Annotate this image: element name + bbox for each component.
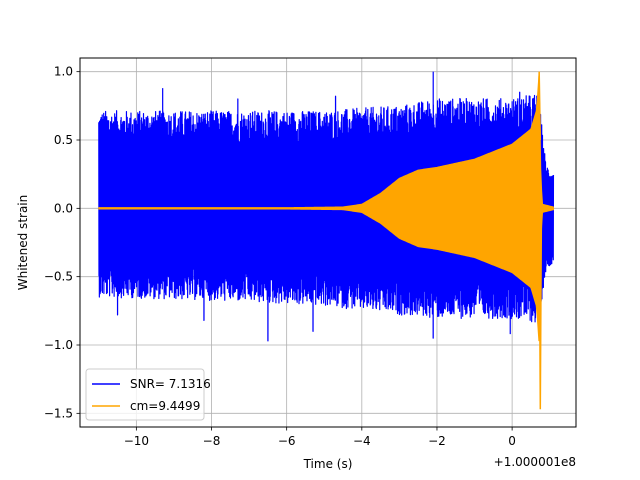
x-axis-label: Time (s) [303,457,353,471]
x-tick-label: −4 [353,434,371,448]
legend-label-cm: cm=9.4499 [130,399,200,413]
y-tick-label: 0.0 [54,201,73,215]
x-offset-label: +1.000001e8 [494,455,576,469]
x-tick-label: −10 [124,434,149,448]
x-tick-label: 0 [508,434,516,448]
y-axis-label: Whitened strain [16,195,30,291]
x-tick-label: −8 [203,434,221,448]
ticks: −10 −8 −6 −4 −2 0 −1.5 −1.0 −0.5 0.0 0.5 1.0 [44,65,516,448]
y-tick-label: −1.5 [44,406,73,420]
legend: SNR= 7.1316 cm=9.4499 [85,368,211,421]
plot-frame [79,57,577,428]
series-layer [98,71,555,410]
legend-label-snr: SNR= 7.1316 [130,377,211,391]
series-snr-line [98,71,555,342]
series-cm-envelope [98,75,554,342]
series-cm-spikes [537,71,543,410]
y-tick-label: 1.0 [54,65,73,79]
legend-box [85,368,205,421]
x-tick-label: −6 [278,434,296,448]
x-tick-label: −2 [428,434,446,448]
y-tick-label: −1.0 [44,338,73,352]
y-tick-label: 0.5 [54,133,73,147]
y-tick-label: −0.5 [44,270,73,284]
